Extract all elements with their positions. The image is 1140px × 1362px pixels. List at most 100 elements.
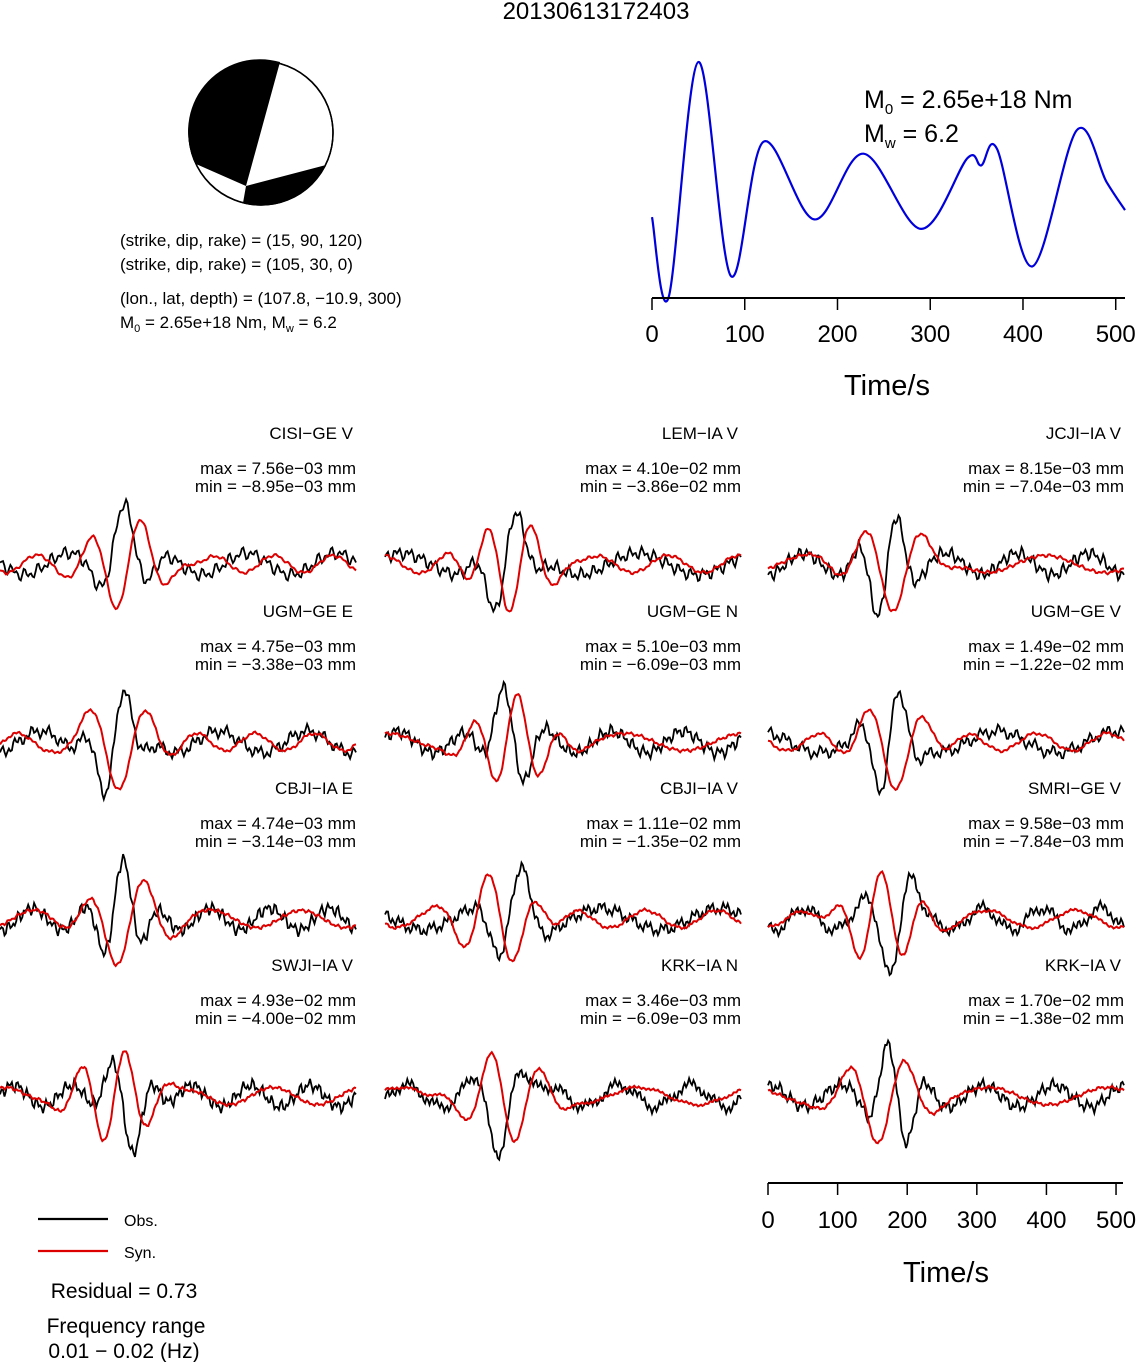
synthetic-waveform <box>767 1058 1125 1145</box>
synthetic-waveform <box>0 878 357 968</box>
residual-label: Residual = 0.73 <box>51 1280 198 1303</box>
observed-waveform <box>767 513 1125 619</box>
waveform-tick-label: 300 <box>957 1207 997 1234</box>
synthetic-waveform <box>0 708 357 791</box>
station-min: min = −6.09e−03 mm <box>580 655 741 674</box>
frequency-range-title: Frequency range <box>47 1315 206 1338</box>
station-min: min = −4.00e−02 mm <box>195 1009 356 1028</box>
station-label: CBJI−IA V <box>660 779 739 798</box>
observed-waveform <box>0 496 357 592</box>
station-min: min = −7.04e−03 mm <box>963 477 1124 496</box>
station-max: max = 9.58e−03 mm <box>968 814 1124 833</box>
beachball-compression-quadrant-1 <box>188 59 280 186</box>
stf-tick-label: 0 <box>645 321 658 348</box>
station-label: CISI−GE V <box>269 424 353 443</box>
station-label: UGM−GE V <box>1031 602 1122 621</box>
synthetic-waveform <box>384 1050 742 1144</box>
station-label: JCJI−IA V <box>1046 424 1122 443</box>
station-max: max = 7.56e−03 mm <box>200 459 356 478</box>
synthetic-waveform <box>767 530 1125 613</box>
station-min: min = −8.95e−03 mm <box>195 477 356 496</box>
legend-obs-label: Obs. <box>124 1213 158 1230</box>
stf-tick-label: 300 <box>910 321 950 348</box>
observed-waveform <box>0 853 357 959</box>
legend-syn-label: Syn. <box>124 1245 156 1262</box>
frequency-range-value: 0.01 − 0.02 (Hz) <box>48 1340 199 1362</box>
observed-waveform <box>767 689 1125 797</box>
nodal-plane-1: (strike, dip, rake) = (15, 90, 120) <box>120 231 362 250</box>
synthetic-waveform <box>767 708 1125 792</box>
observed-waveform <box>384 510 742 614</box>
observed-waveform <box>767 870 1125 977</box>
observed-waveform <box>0 1054 357 1158</box>
stf-m0-label: M0 = 2.65e+18 Nm <box>864 86 1072 118</box>
nodal-plane-2: (strike, dip, rake) = (105, 30, 0) <box>120 255 353 274</box>
station-label: LEM−IA V <box>662 424 739 443</box>
waveform-tick-label: 0 <box>761 1207 774 1234</box>
stf-mw-label: Mw = 6.2 <box>864 120 959 152</box>
waveform-x-axis: 0 100 200 300 400 500 <box>761 1182 1136 1234</box>
station-max: max = 4.10e−02 mm <box>585 459 741 478</box>
station-max: max = 5.10e−03 mm <box>585 637 741 656</box>
station-max: max = 4.75e−03 mm <box>200 637 356 656</box>
observed-waveform <box>384 1068 742 1162</box>
station-max: max = 4.74e−03 mm <box>200 814 356 833</box>
station-label: SWJI−IA V <box>271 956 353 975</box>
stf-x-axis-title: Time/s <box>844 370 930 402</box>
waveform-x-axis-title: Time/s <box>903 1257 989 1289</box>
station-min: min = −1.38e−02 mm <box>963 1009 1124 1028</box>
station-min: min = −7.84e−03 mm <box>963 832 1124 851</box>
station-max: max = 3.46e−03 mm <box>585 991 741 1010</box>
beachball <box>188 59 334 206</box>
waveform-tick-label: 200 <box>887 1207 927 1234</box>
station-max: max = 4.93e−02 mm <box>200 991 356 1010</box>
waveform-tick-label: 500 <box>1096 1207 1136 1234</box>
station-label: CBJI−IA E <box>275 779 353 798</box>
stf-x-axis: 0 100 200 300 400 500 <box>645 297 1136 348</box>
stf-tick-label: 400 <box>1003 321 1043 348</box>
station-label: KRK−IA V <box>1045 956 1122 975</box>
station-max: max = 8.15e−03 mm <box>968 459 1124 478</box>
station-min: min = −3.38e−03 mm <box>195 655 356 674</box>
synthetic-waveform <box>384 524 742 613</box>
source-info: (strike, dip, rake) = (15, 90, 120) (str… <box>120 231 402 335</box>
synthetic-waveform <box>767 870 1125 961</box>
station-min: min = −6.09e−03 mm <box>580 1009 741 1028</box>
waveform-tick-label: 100 <box>818 1207 858 1234</box>
observed-waveform <box>384 679 742 787</box>
synthetic-waveform <box>384 873 742 963</box>
stf-series-line <box>650 60 1126 303</box>
observed-waveform <box>384 860 742 963</box>
source-moment: M0 = 2.65e+18 Nm, Mw = 6.2 <box>120 313 337 335</box>
stf-tick-label: 500 <box>1096 321 1136 348</box>
synthetic-waveform <box>0 518 357 611</box>
station-label: UGM−GE N <box>647 602 738 621</box>
station-label: SMRI−GE V <box>1028 779 1122 798</box>
legend: Obs. Syn. <box>38 1213 158 1262</box>
station-max: max = 1.11e−02 mm <box>586 814 741 833</box>
station-max: max = 1.70e−02 mm <box>968 991 1124 1010</box>
source-location: (lon., lat, depth) = (107.8, −10.9, 300) <box>120 289 402 308</box>
station-min: min = −3.14e−03 mm <box>195 832 356 851</box>
stf-panel: M0 = 2.65e+18 Nm Mw = 6.2 0 100 200 300 400 5… <box>645 60 1136 402</box>
stf-tick-label: 200 <box>817 321 857 348</box>
station-max: max = 1.49e−02 mm <box>968 637 1124 656</box>
waveform-tick-label: 400 <box>1026 1207 1066 1234</box>
synthetic-waveform <box>384 693 742 783</box>
figure-title: 20130613172403 <box>503 0 690 25</box>
station-label: KRK−IA N <box>661 956 738 975</box>
beachball-compression-quadrant-2 <box>243 165 326 206</box>
observed-waveform <box>767 1038 1125 1149</box>
station-label: UGM−GE E <box>263 602 353 621</box>
